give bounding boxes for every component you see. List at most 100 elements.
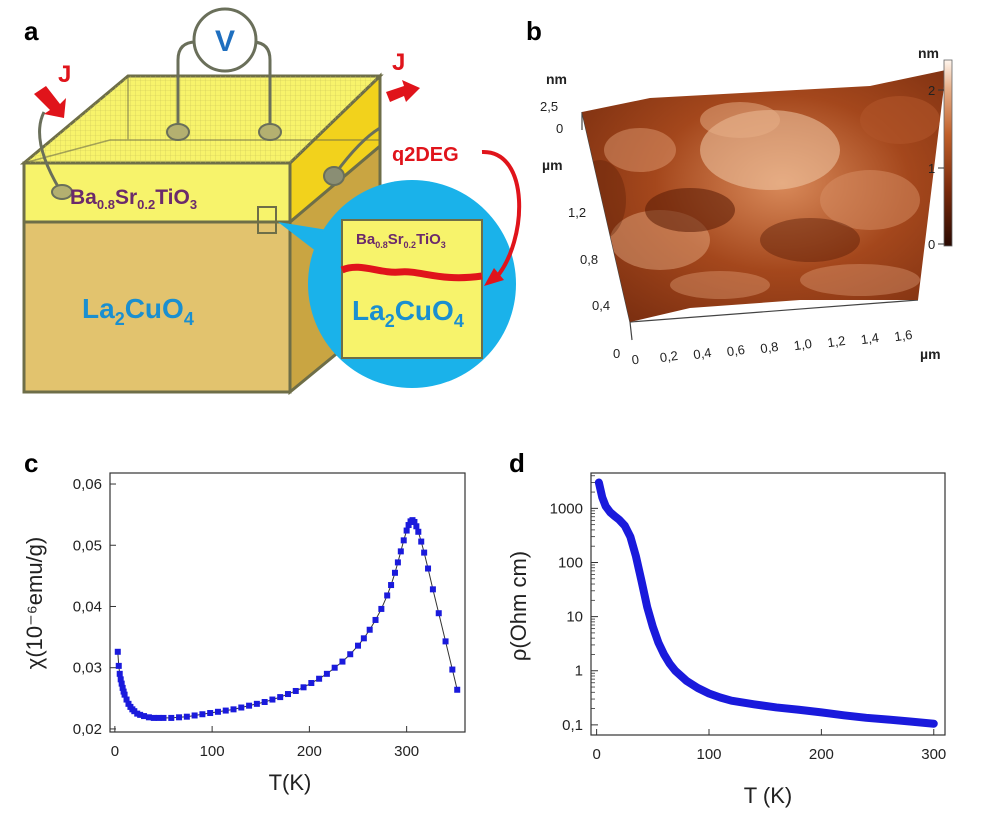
inset-film-label: Ba0.8Sr0.2TiO3 <box>356 231 446 250</box>
chart-c-data-point <box>123 696 130 703</box>
chart-c-data-point <box>150 714 157 721</box>
chart-c-data-point <box>168 714 175 721</box>
chart-c-data-point <box>308 680 315 687</box>
chart-c-data-point <box>394 559 401 566</box>
voltmeter-circle <box>192 7 258 73</box>
chart-d-y-tick-label: 0,1 <box>562 717 583 734</box>
panel-letter-a: a <box>24 16 39 46</box>
chart-c-xlabel: T(K) <box>269 770 312 795</box>
chart-c-data-point <box>400 537 407 544</box>
chart-d-ylabel: ρ(Ohm cm) <box>506 551 531 661</box>
chart-c-data-point <box>253 700 260 707</box>
chart-c-data-point <box>160 714 167 721</box>
chart-c-data-point <box>366 626 373 633</box>
chart-c-data-point <box>347 651 354 658</box>
chart-c-data-point <box>199 711 206 718</box>
schematic-panel: V J J Ba0.8Sr0.2TiO3 La2CuO4 Ba0.8Sr0.2T… <box>19 7 522 396</box>
afm-x-tick: 1,0 <box>793 336 813 353</box>
chart-d-x-tick-label: 100 <box>696 746 721 763</box>
chart-c-data-point <box>415 528 422 535</box>
chart-c-data-point <box>292 687 299 694</box>
current-in-label: J <box>58 61 71 88</box>
chart-c-data-point <box>435 610 442 617</box>
chart-d-x-tick-label: 200 <box>809 746 834 763</box>
chart-c-data-point <box>405 522 412 529</box>
current-out-label: J <box>392 49 405 76</box>
susceptibility-chart: 0 100 200 300 0,02 0,03 0,04 0,05 0,06 T(K) χ(10… <box>22 472 466 795</box>
q2deg-line <box>340 263 483 282</box>
film-label: Ba0.8Sr0.2TiO3 <box>70 186 197 212</box>
current-out-arrow <box>386 80 420 102</box>
chart-d-xlabel: T (K) <box>744 783 792 808</box>
current-in-arrow <box>34 86 66 118</box>
substrate-label: La2CuO4 <box>82 293 194 329</box>
chart-c-data-point <box>141 713 148 720</box>
chart-c-data-point <box>121 691 128 698</box>
chart-d-series-line <box>594 478 938 728</box>
chart-c-line <box>117 519 458 719</box>
chart-d-y-tick-label: 100 <box>558 554 583 571</box>
chart-c-data-point <box>413 523 420 530</box>
voltage-contact-left <box>166 123 190 141</box>
chart-c-x-tick-label: 200 <box>297 743 322 760</box>
chart-c-x-tick-label: 300 <box>394 743 419 760</box>
zoom-inset <box>341 219 483 359</box>
chart-c-x-tick-label: 100 <box>200 743 225 760</box>
chart-c-data-point <box>355 642 362 649</box>
chart-d-y-tick-label: 1000 <box>550 500 583 517</box>
afm-y-tick: 0 <box>613 346 620 361</box>
chart-c-data-point <box>429 586 436 593</box>
chart-c-data-point <box>137 711 144 718</box>
afm-x-tick: 0,6 <box>726 342 746 359</box>
q2deg-label: q2DEG <box>392 144 459 166</box>
chart-c-data-point <box>238 704 245 711</box>
chart-c-data-point <box>183 713 190 720</box>
afm-x-ticks: 0 0,2 0,4 0,6 0,8 1,0 1,2 1,4 1,6 <box>631 327 914 368</box>
chart-c-data-point <box>316 675 323 682</box>
chart-d-y-tick-label: 10 <box>566 609 583 626</box>
chart-c-x-tick-label: 0 <box>111 743 119 760</box>
chart-c-data-point <box>145 714 152 721</box>
current-contact-left <box>51 184 73 200</box>
chart-c-data-point <box>339 658 346 665</box>
chart-c-data-point <box>115 662 122 669</box>
chart-c-y-tick-label: 0,05 <box>73 537 102 554</box>
chart-c-data-point <box>120 688 127 695</box>
afm-x-unit: µm <box>920 346 941 362</box>
chart-c-data-point <box>284 691 291 698</box>
chart-d-y-tick-label: 1 <box>575 663 583 680</box>
chart-c-data-point <box>176 714 183 721</box>
q2deg-arrow-line <box>481 149 522 280</box>
resistivity-chart: 0 100 200 300 0,1 1 10 100 1000 T (K) ρ(Ohm cm) <box>506 472 946 808</box>
chart-c-data-point <box>116 670 123 677</box>
afm-x-tick: 0,4 <box>692 345 712 362</box>
afm-colorbar-unit: nm <box>918 45 939 61</box>
chart-c-data-point <box>261 698 268 705</box>
chart-c-data-point <box>360 635 367 642</box>
chart-c-data-point <box>384 592 391 599</box>
chart-d-x-tick-label: 0 <box>592 746 600 763</box>
afm-x-tick: 0 <box>631 352 640 368</box>
afm-colorbar <box>943 59 953 247</box>
chart-c-data-point <box>411 518 418 525</box>
chart-c-data-point <box>449 666 456 673</box>
chart-c-data-point <box>114 648 121 655</box>
chart-c-y-tick-label: 0,06 <box>73 476 102 493</box>
afm-x-tick: 1,6 <box>893 327 913 344</box>
chart-c-y-tick-label: 0,04 <box>73 598 102 615</box>
voltage-contact-right <box>258 123 282 141</box>
afm-z-unit: nm <box>546 71 567 87</box>
chart-d-x-tick-label: 300 <box>921 746 946 763</box>
chart-c-data-point <box>391 569 398 576</box>
chart-c-data-point <box>222 707 229 714</box>
afm-y-tick: 1,2 <box>568 205 586 220</box>
chart-c-data-point <box>442 638 449 645</box>
chart-c-ylabel: χ(10⁻⁶emu/g) <box>22 537 47 669</box>
chart-d-frame <box>590 472 946 736</box>
afm-x-tick: 0,8 <box>759 339 779 356</box>
afm-colorbar-tick: 1 <box>928 161 935 176</box>
afm-colorbar-tick: 0 <box>928 237 935 252</box>
afm-x-tick: 1,2 <box>826 333 846 350</box>
afm-x-axis <box>629 299 919 323</box>
chart-c-data-point <box>403 527 410 534</box>
